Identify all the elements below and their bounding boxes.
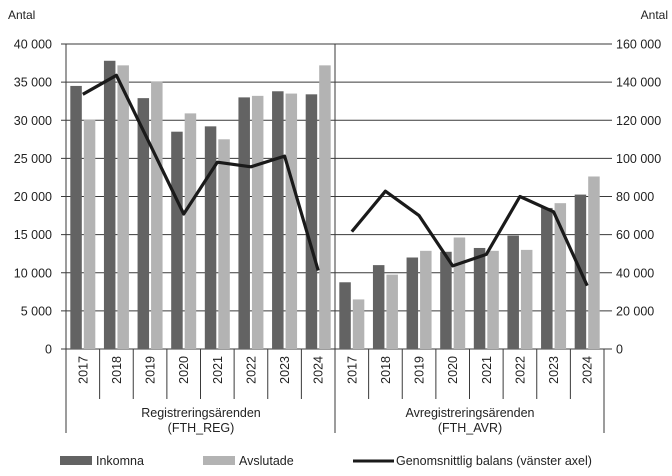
bar-avslutade-2020 — [453, 237, 466, 349]
left-tick-label: 40 000 — [14, 38, 52, 52]
bar-inkomna-2024 — [305, 94, 318, 349]
legend-label-balance: Genomsnittlig balans (vänster axel) — [396, 454, 592, 468]
year-label: 2024 — [312, 356, 326, 384]
bars — [70, 60, 600, 350]
bar-inkomna-2021 — [473, 247, 486, 349]
right-tick-label: 100 000 — [616, 152, 661, 166]
year-label: 2022 — [244, 356, 258, 384]
legend-label-inkomna: Inkomna — [96, 454, 144, 468]
legend-label-avslutade: Avslutade — [239, 454, 294, 468]
year-label: 2017 — [345, 356, 359, 384]
bar-avslutade-2020 — [184, 113, 197, 349]
balance-lines — [82, 73, 589, 287]
right-tick-label: 0 — [616, 343, 623, 357]
bar-inkomna-2023 — [541, 207, 553, 349]
year-label: 2020 — [177, 356, 191, 384]
bar-avslutade-2018 — [386, 274, 398, 349]
group-label-avr-line1: Avregistreringsärenden — [405, 406, 534, 420]
left-tick-label: 15 000 — [14, 228, 52, 242]
year-label: 2021 — [480, 356, 494, 384]
group-labels: Registreringsärenden (FTH_REG) Avregistr… — [141, 406, 534, 435]
year-label: 2019 — [144, 356, 158, 384]
bar-avslutade-2024 — [588, 176, 600, 349]
year-label: 2022 — [513, 356, 527, 384]
category-labels: 2017 2018 2019 2020 2021 2022 2023 2024 2017 2018… — [76, 356, 594, 384]
year-label: 2021 — [211, 356, 225, 384]
bar-inkomna-2019 — [406, 257, 419, 349]
bar-avslutade-2022 — [251, 95, 264, 349]
right-tick-label: 60 000 — [616, 228, 654, 242]
bar-inkomna-2017 — [70, 85, 82, 349]
bar-inkomna-2022 — [238, 97, 250, 349]
bar-avslutade-2019 — [420, 250, 432, 349]
bar-avslutade-2021 — [218, 139, 230, 349]
bar-inkomna-2023 — [272, 91, 284, 350]
group-label-reg-line1: Registreringsärenden — [141, 406, 261, 420]
right-tick-label: 120 000 — [616, 114, 661, 128]
axes: Antal Antal — [8, 8, 668, 22]
group-label-reg-line2: (FTH_REG) — [168, 421, 235, 435]
balance-line-avr — [350, 189, 589, 287]
right-tick-label: 40 000 — [616, 266, 654, 280]
year-label: 2017 — [76, 356, 90, 384]
tick-labels: 0 0 5 000 20 000 10 000 40 000 15 000 60 000 20 … — [14, 38, 661, 357]
right-tick-label: 80 000 — [616, 190, 654, 204]
bar-avslutade-2022 — [520, 249, 533, 349]
left-tick-label: 10 000 — [14, 266, 52, 280]
legend-swatch-inkomna — [60, 456, 92, 465]
bar-inkomna-2017 — [339, 282, 351, 349]
year-label: 2020 — [446, 356, 460, 384]
bar-avslutade-2021 — [487, 250, 499, 349]
bar-avslutade-2018 — [117, 65, 129, 349]
left-axis-unit: Antal — [8, 8, 35, 22]
right-tick-label: 160 000 — [616, 38, 661, 52]
left-tick-label: 35 000 — [14, 76, 52, 90]
bar-avslutade-2017 — [352, 299, 365, 349]
left-tick-label: 25 000 — [14, 152, 52, 166]
bar-avslutade-2019 — [151, 81, 163, 350]
year-label: 2019 — [413, 356, 427, 384]
year-label: 2023 — [278, 356, 292, 384]
right-tick-label: 140 000 — [616, 76, 661, 90]
year-label: 2023 — [547, 356, 561, 384]
legend-swatch-avslutade — [203, 456, 235, 465]
bar-avslutade-2023 — [285, 93, 298, 349]
year-label: 2018 — [379, 356, 393, 384]
bar-avslutade-2017 — [83, 119, 96, 349]
bar-inkomna-2020 — [440, 251, 452, 349]
bar-avslutade-2023 — [554, 203, 567, 349]
bar-inkomna-2022 — [507, 235, 519, 349]
year-label: 2024 — [581, 356, 595, 384]
legend: Inkomna Avslutade Genomsnittlig balans (… — [60, 454, 592, 468]
right-tick-label: 20 000 — [616, 304, 654, 318]
balance-line-reg — [82, 73, 320, 271]
bar-inkomna-2021 — [204, 126, 217, 349]
left-tick-label: 30 000 — [14, 114, 52, 128]
year-label: 2018 — [110, 356, 124, 384]
group-label-avr-line2: (FTH_AVR) — [438, 421, 502, 435]
bar-inkomna-2018 — [103, 60, 116, 350]
bar-inkomna-2018 — [372, 265, 385, 349]
bar-inkomna-2020 — [171, 131, 183, 349]
left-tick-label: 5 000 — [21, 304, 52, 318]
bar-avslutade-2024 — [319, 65, 331, 349]
left-tick-label: 20 000 — [14, 190, 52, 204]
right-axis-unit: Antal — [641, 8, 668, 22]
left-tick-label: 0 — [45, 343, 52, 357]
bar-inkomna-2019 — [137, 98, 150, 349]
